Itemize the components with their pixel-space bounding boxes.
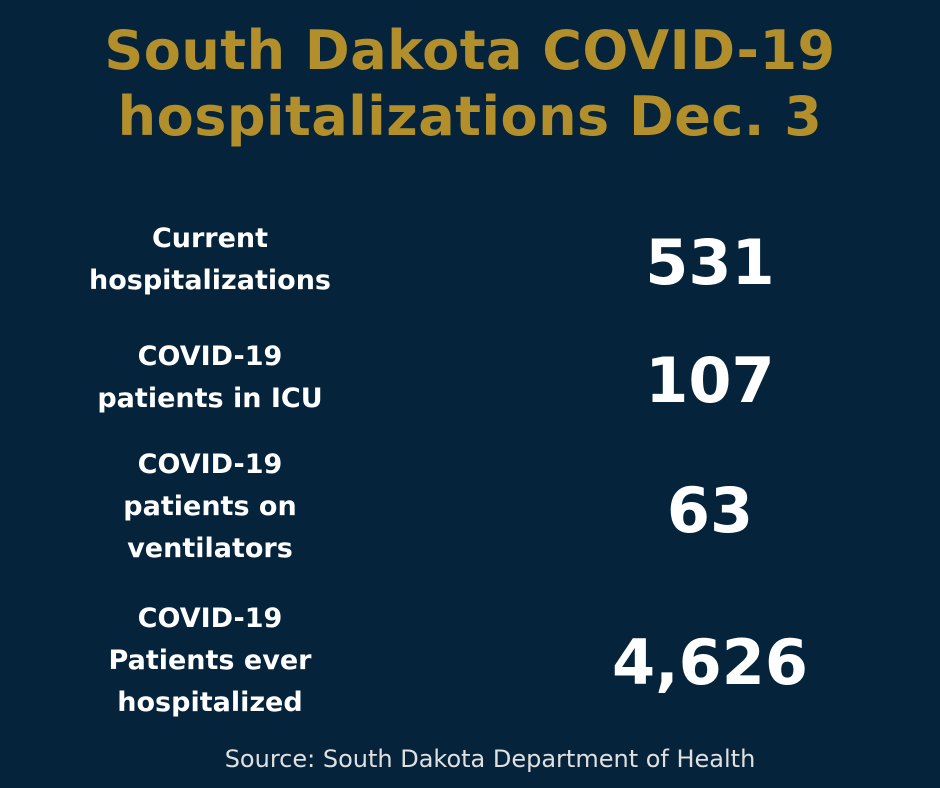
stat-label: COVID-19 patients in ICU [60, 336, 360, 420]
stat-value: 4,626 [611, 626, 809, 699]
stat-value: 63 [666, 474, 754, 547]
stat-label-line: hospitalizations [89, 265, 331, 296]
source-note: Source: South Dakota Department of Healt… [224, 745, 756, 773]
title-line-1: South Dakota COVID-19 [104, 19, 836, 82]
stat-label: COVID-19 patients on ventilators [60, 444, 360, 570]
title-line-2: hospitalizations Dec. 3 [117, 85, 823, 148]
stat-label-line: COVID-19 [137, 341, 283, 372]
stat-label-line: patients on [123, 491, 297, 522]
stat-label: COVID-19 Patients ever hospitalized [60, 598, 360, 724]
stat-label-line: Current [151, 223, 269, 254]
stat-label-line: COVID-19 [137, 603, 283, 634]
stat-label-line: hospitalized [117, 687, 303, 718]
stat-label: Current hospitalizations [60, 218, 360, 302]
stat-label-line: COVID-19 [137, 449, 283, 480]
stat-value: 107 [645, 344, 775, 417]
stat-label-line: ventilators [127, 533, 293, 564]
stat-value: 531 [645, 226, 775, 299]
stat-label-line: Patients ever [108, 645, 312, 676]
stat-label-line: patients in ICU [97, 383, 323, 414]
page-title: South Dakota COVID-19 hospitalizations D… [0, 18, 940, 150]
